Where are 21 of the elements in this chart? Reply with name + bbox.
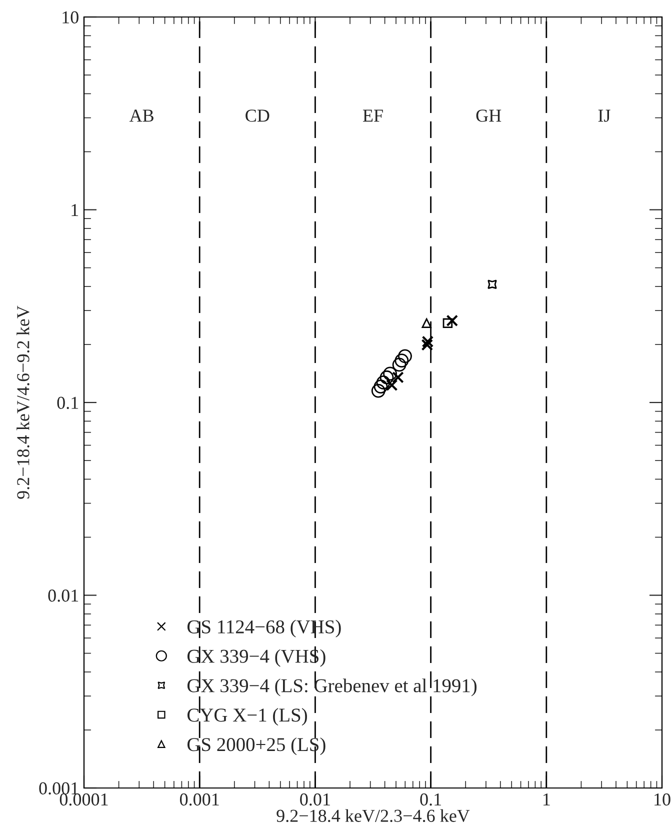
legend-label: GS 2000+25 (LS) xyxy=(187,737,326,756)
annotation: AB xyxy=(129,110,154,122)
y-axis-title: 9.2−18.4 keV/4.6−9.2 keV xyxy=(16,306,30,499)
y-tick-label: 0.1 xyxy=(57,396,78,410)
annotation: GH xyxy=(476,110,502,122)
x-tick-label: 0.1 xyxy=(420,793,441,806)
x-tick-label: 1 xyxy=(543,793,550,806)
y-tick-label: 1 xyxy=(72,204,78,216)
y-tick-label: 0.001 xyxy=(39,782,78,795)
annotation: CD xyxy=(246,110,270,122)
y-tick-label: 0.01 xyxy=(48,590,78,602)
x-axis-title: 9.2−18.4 keV/2.3−4.6 keV xyxy=(276,809,470,822)
x-tick-label: 0.0001 xyxy=(60,793,108,806)
y-tick-label: 10 xyxy=(62,11,78,24)
x-tick-label: 0.001 xyxy=(180,793,219,806)
legend-label: GX 339−4 (LS: Grebenev et al 1991) xyxy=(187,678,477,696)
x-tick-label: 10 xyxy=(654,793,670,806)
x-tick-label: 0.01 xyxy=(300,793,330,806)
annotation: EF xyxy=(362,110,383,122)
legend-label: CYG X−1 (LS) xyxy=(187,708,307,726)
annotation: IJ xyxy=(598,110,610,122)
